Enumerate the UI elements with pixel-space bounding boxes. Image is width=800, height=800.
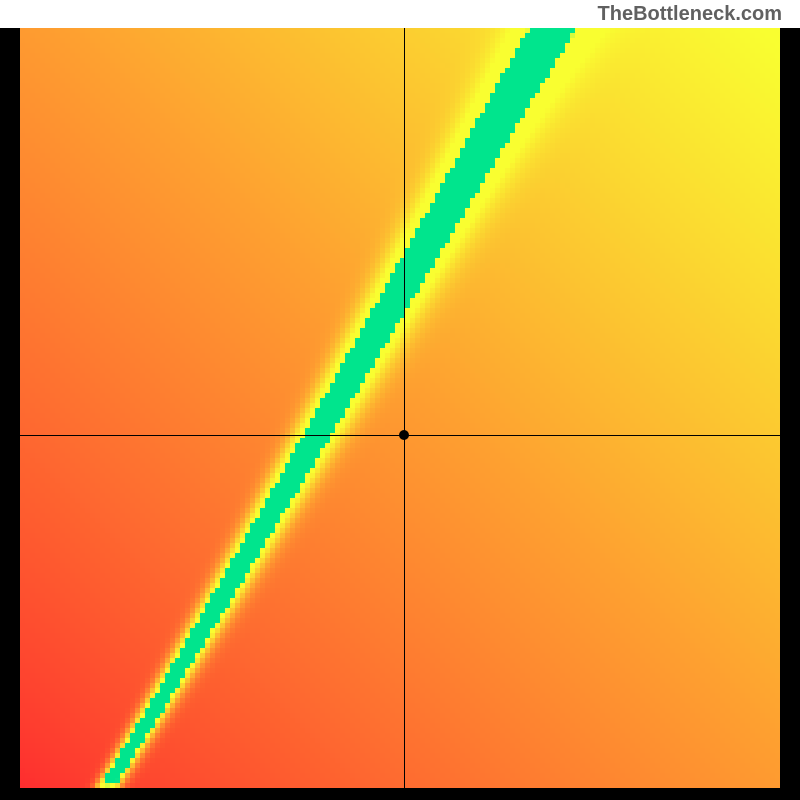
site-title: TheBottleneck.com: [598, 3, 782, 25]
title-bar: TheBottleneck.com: [0, 0, 800, 28]
crosshair-vertical: [404, 28, 405, 788]
crosshair-marker-icon: [399, 430, 409, 440]
plot-area: [20, 28, 780, 788]
bottleneck-heatmap: [20, 28, 780, 788]
